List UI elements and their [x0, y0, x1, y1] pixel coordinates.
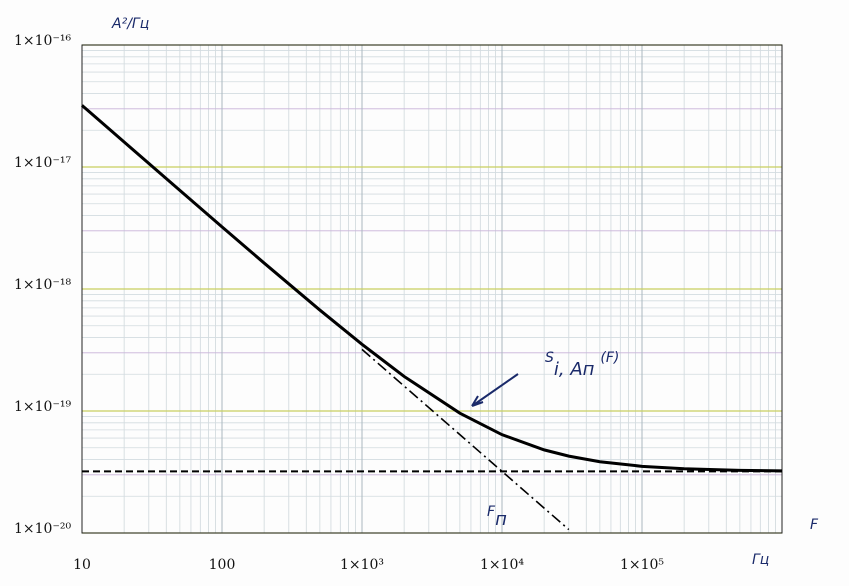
- curve-label: Si, Aп (F): [545, 350, 619, 380]
- curve-label-sub: i, Aп: [554, 359, 595, 380]
- y-tick-label: 1×10⁻¹⁷: [14, 155, 71, 171]
- series-line: [361, 348, 570, 531]
- plot-frame: [81, 44, 783, 534]
- corner-label-sub: п: [495, 509, 507, 530]
- y-tick-label: 1×10⁻¹⁹: [14, 399, 71, 415]
- x-axis-unit: Гц: [752, 552, 769, 568]
- x-tick-label: 10: [73, 557, 91, 573]
- x-tick-label: 1×10⁴: [480, 557, 524, 573]
- curve-label-arg: (F): [600, 350, 619, 366]
- x-tick-label: 1×10³: [340, 557, 384, 573]
- curve-label-main: S: [545, 350, 554, 366]
- x-tick-label: 100: [209, 557, 236, 573]
- y-tick-label: 1×10⁻²⁰: [14, 521, 71, 537]
- y-tick-label: 1×10⁻¹⁸: [14, 277, 71, 293]
- corner-label: Fп: [487, 504, 507, 530]
- y-tick-label: 1×10⁻¹⁶: [14, 33, 71, 49]
- y-axis-label: A²/Гц: [111, 16, 149, 32]
- x-axis-label: F: [810, 517, 819, 533]
- corner-label-main: F: [487, 504, 496, 520]
- series-line: [81, 104, 783, 473]
- annotation-arrow: [471, 373, 519, 407]
- x-tick-label: 1×10⁵: [620, 557, 664, 573]
